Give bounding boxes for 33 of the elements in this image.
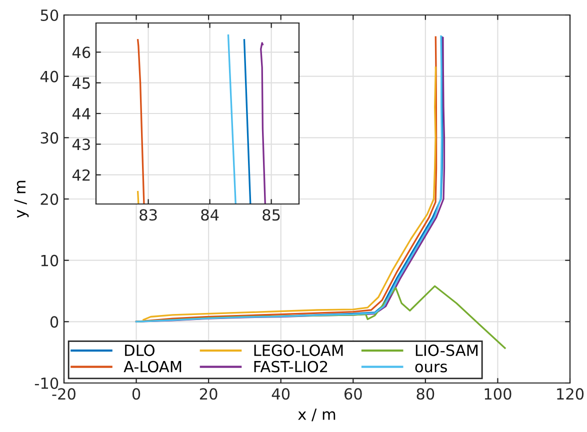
legend-label: LIO-SAM — [416, 344, 478, 356]
line-series — [136, 39, 145, 204]
y-tick-label: 45 — [72, 77, 90, 89]
y-tick-label: 40 — [40, 70, 58, 82]
legend-label: FAST-LIO2 — [254, 360, 328, 372]
y-tick-label: -10 — [34, 377, 58, 390]
legend-label: LEGO-LOAM — [254, 344, 343, 356]
y-tick-label: 46 — [72, 46, 90, 58]
x-tick-label: 40 — [272, 388, 290, 400]
x-tick-label: 80 — [416, 388, 434, 400]
x-tick-label: 60 — [344, 388, 362, 400]
x-tick-label: 84 — [201, 209, 219, 221]
x-tick-label: 120 — [557, 388, 584, 400]
y-tick-label: 50 — [40, 9, 58, 22]
x-tick-label: 0 — [132, 388, 140, 400]
x-tick-label: 83 — [140, 209, 157, 221]
x-tick-label: 85 — [262, 209, 280, 221]
x-tick-label: 20 — [200, 388, 218, 400]
y-tick-label: 10 — [41, 254, 58, 266]
legend-label: DLO — [125, 344, 154, 356]
y-tick-label: 0 — [50, 316, 58, 328]
y-axis-title: y / m — [14, 180, 29, 218]
y-tick-label: 20 — [40, 193, 58, 206]
legend-label: A-LOAM — [124, 360, 182, 372]
line-series — [260, 42, 266, 204]
y-tick-label: 30 — [40, 132, 58, 144]
x-tick-label: -20 — [52, 388, 76, 400]
x-tick-label: 100 — [484, 388, 512, 400]
y-tick-label: 42 — [72, 169, 90, 181]
y-tick-label: 43 — [72, 138, 90, 150]
x-axis-title: x / m — [298, 408, 336, 422]
legend-label: ours — [415, 364, 447, 372]
y-tick-label: 44 — [72, 108, 90, 120]
